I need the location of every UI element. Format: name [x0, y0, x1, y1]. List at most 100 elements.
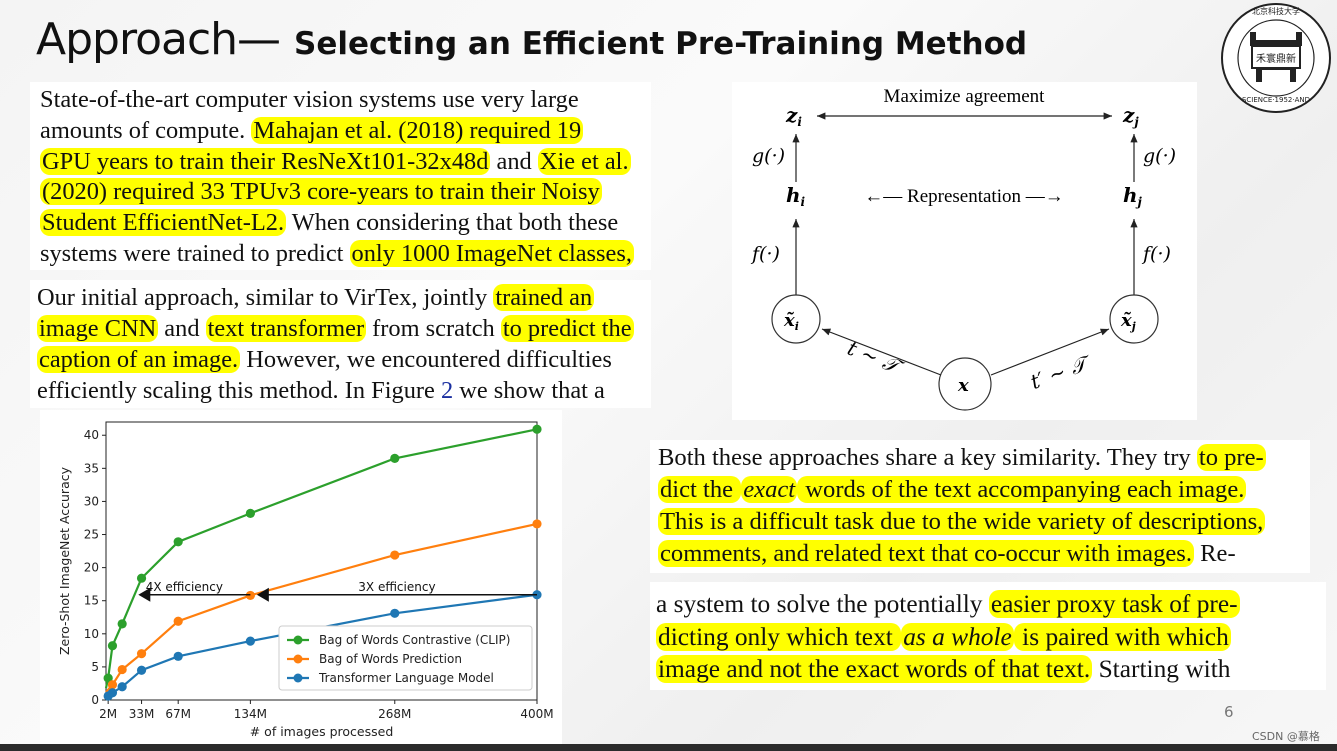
- highlighted-text: image CNN: [37, 315, 159, 342]
- highlighted-text: text transformer: [205, 315, 367, 342]
- data-point: [245, 636, 255, 646]
- highlighted-text: exact: [741, 476, 798, 503]
- paragraph-initial-approach: Our initial approach, similar to VirTex,…: [30, 280, 651, 408]
- y-tick-label: 30: [84, 494, 99, 508]
- bottom-bar: [0, 744, 1337, 751]
- highlighted-text: (2020) required 33 TPUv3 core-years to t…: [40, 178, 602, 206]
- text-line: a system to solve the potentially easier…: [656, 588, 1326, 621]
- text-line: GPU years to train their ResNeXt101-32x4…: [40, 147, 651, 178]
- g-function-right: g(·): [1143, 145, 1176, 167]
- data-point: [532, 424, 542, 434]
- paragraph-compute-cost: State-of-the-art computer vision systems…: [30, 82, 651, 270]
- legend-entry: Transformer Language Model: [318, 671, 494, 685]
- highlighted-text: GPU years to train their ResNeXt101-32x4…: [40, 147, 491, 175]
- text-segment: we show that a: [453, 377, 605, 404]
- svg-text:北京科技大学: 北京科技大学: [1252, 6, 1300, 16]
- svg-text:禾寰鼎新: 禾寰鼎新: [1256, 52, 1296, 65]
- arrow-head-icon: [256, 587, 269, 602]
- title-main: Approach—: [36, 14, 281, 65]
- augmented-view-i-node: [771, 294, 821, 344]
- highlighted-text: image and not the exact words of that te…: [656, 655, 1093, 683]
- highlighted-text: to predict the: [500, 315, 634, 342]
- text-segment: and: [158, 315, 206, 342]
- text-line: systems were trained to predict only 100…: [40, 239, 651, 270]
- contrastive-diagram: Maximize agreement zi zj g(·) g(·) hi hj…: [732, 82, 1197, 420]
- data-point: [136, 573, 147, 583]
- data-point: [390, 608, 400, 618]
- text-line: Student EfficientNet-L2. When considerin…: [40, 208, 651, 239]
- text-segment: Our initial approach, similar to VirTex,…: [37, 284, 494, 311]
- data-point: [107, 688, 118, 698]
- y-axis-label: Zero-Shot ImageNet Accuracy: [57, 466, 72, 655]
- highlighted-text: trained an: [493, 284, 595, 311]
- text-segment: Both these approaches share a key simila…: [658, 444, 1197, 471]
- x-tick-label: 134M: [234, 707, 267, 721]
- text-line: State-of-the-art computer vision systems…: [40, 85, 651, 116]
- x-tick-label: 400M: [520, 707, 553, 721]
- transform-t-label: t ∼ 𝒯: [844, 336, 908, 381]
- text-segment: Starting with: [1092, 655, 1231, 683]
- efficiency-line-chart: 0 5 10 15 20 25 30 35 40 2M 33M 67M 134M 268M 400M # of…: [40, 410, 562, 745]
- highlighted-text: words of the text accompanying each imag…: [797, 476, 1247, 503]
- y-tick-label: 25: [84, 528, 99, 542]
- data-point: [107, 680, 118, 690]
- input-x-node: [938, 357, 992, 411]
- x-tilde-j-label: x̃j: [1120, 310, 1136, 333]
- highlighted-text: dict the: [658, 476, 742, 503]
- text-line: dict the exact words of the text accompa…: [658, 474, 1310, 506]
- slide-title: Approach— Selecting an Efficient Pre-Tra…: [36, 14, 1027, 70]
- text-segment: from scratch: [366, 315, 501, 342]
- data-point: [117, 682, 127, 692]
- augmented-view-j-node: [1109, 294, 1159, 344]
- highlighted-text: dicting only which text: [656, 622, 902, 651]
- x-tick-label: 268M: [378, 707, 411, 721]
- h-j-label: hj: [1123, 183, 1143, 209]
- y-tick-label: 5: [91, 660, 99, 674]
- text-line: comments, and related text that co-occur…: [658, 538, 1310, 570]
- university-logo-icon: 禾寰鼎新 SCIENCE·1952·AND 北京科技大学: [1221, 3, 1331, 113]
- text-line: image CNN and text transformer from scra…: [37, 313, 651, 344]
- data-point: [173, 651, 183, 661]
- title-subtitle: Selecting an Efficient Pre-Training Meth…: [294, 26, 1028, 62]
- legend-entry: Bag of Words Prediction: [319, 652, 462, 666]
- y-tick-label: 0: [91, 693, 99, 707]
- page-number: 6: [1224, 703, 1234, 721]
- legend-entry: Bag of Words Contrastive (CLIP): [319, 633, 510, 647]
- paragraph-shared-similarity: Both these approaches share a key simila…: [650, 440, 1310, 573]
- y-tick-label: 10: [84, 627, 99, 641]
- x-tilde-i-label: x̃i: [783, 310, 799, 333]
- text-segment: However, we encountered difficulties: [240, 346, 612, 373]
- data-point: [117, 664, 127, 675]
- maximize-agreement-label: Maximize agreement: [884, 86, 1046, 107]
- arrow-head-icon: [138, 587, 151, 602]
- z-i-label: zi: [785, 103, 802, 129]
- highlighted-text: to pre-: [1196, 444, 1266, 471]
- text-line: caption of an image. However, we encount…: [37, 344, 651, 375]
- highlighted-text: only 1000 ImageNet classes,: [349, 239, 634, 267]
- highlighted-text: Mahajan et al. (2018) required 19: [251, 116, 584, 144]
- highlighted-text: caption of an image.: [37, 346, 241, 373]
- text-segment: Re-: [1194, 540, 1236, 567]
- highlighted-text: easier proxy task of pre-: [988, 590, 1240, 618]
- y-tick-label: 40: [84, 428, 99, 442]
- data-point: [173, 616, 183, 626]
- g-function-left: g(·): [752, 145, 785, 167]
- figure-link[interactable]: 2: [440, 377, 454, 404]
- x-label: x: [957, 375, 969, 396]
- chart-legend: [278, 625, 533, 691]
- text-line: This is a difficult task due to the wide…: [658, 506, 1310, 538]
- efficiency-annotation: 4X efficiency: [146, 580, 223, 594]
- f-function-left: f(·): [750, 243, 780, 265]
- data-point: [136, 649, 147, 659]
- highlighted-text: This is a difficult task due to the wide…: [658, 508, 1266, 535]
- text-line: dicting only which text as a whole is pa…: [656, 621, 1326, 654]
- highlighted-text: as a whole: [901, 622, 1014, 651]
- paragraph-proxy-task: a system to solve the potentially easier…: [650, 582, 1326, 690]
- data-point: [103, 673, 113, 683]
- x-tick-label: 2M: [99, 707, 117, 721]
- text-segment: State-of-the-art computer vision systems…: [40, 86, 579, 113]
- x-axis-label: # of images processed: [250, 724, 394, 739]
- data-point: [245, 508, 255, 518]
- y-tick-label: 35: [84, 461, 99, 475]
- x-tick-label: 67M: [165, 707, 191, 721]
